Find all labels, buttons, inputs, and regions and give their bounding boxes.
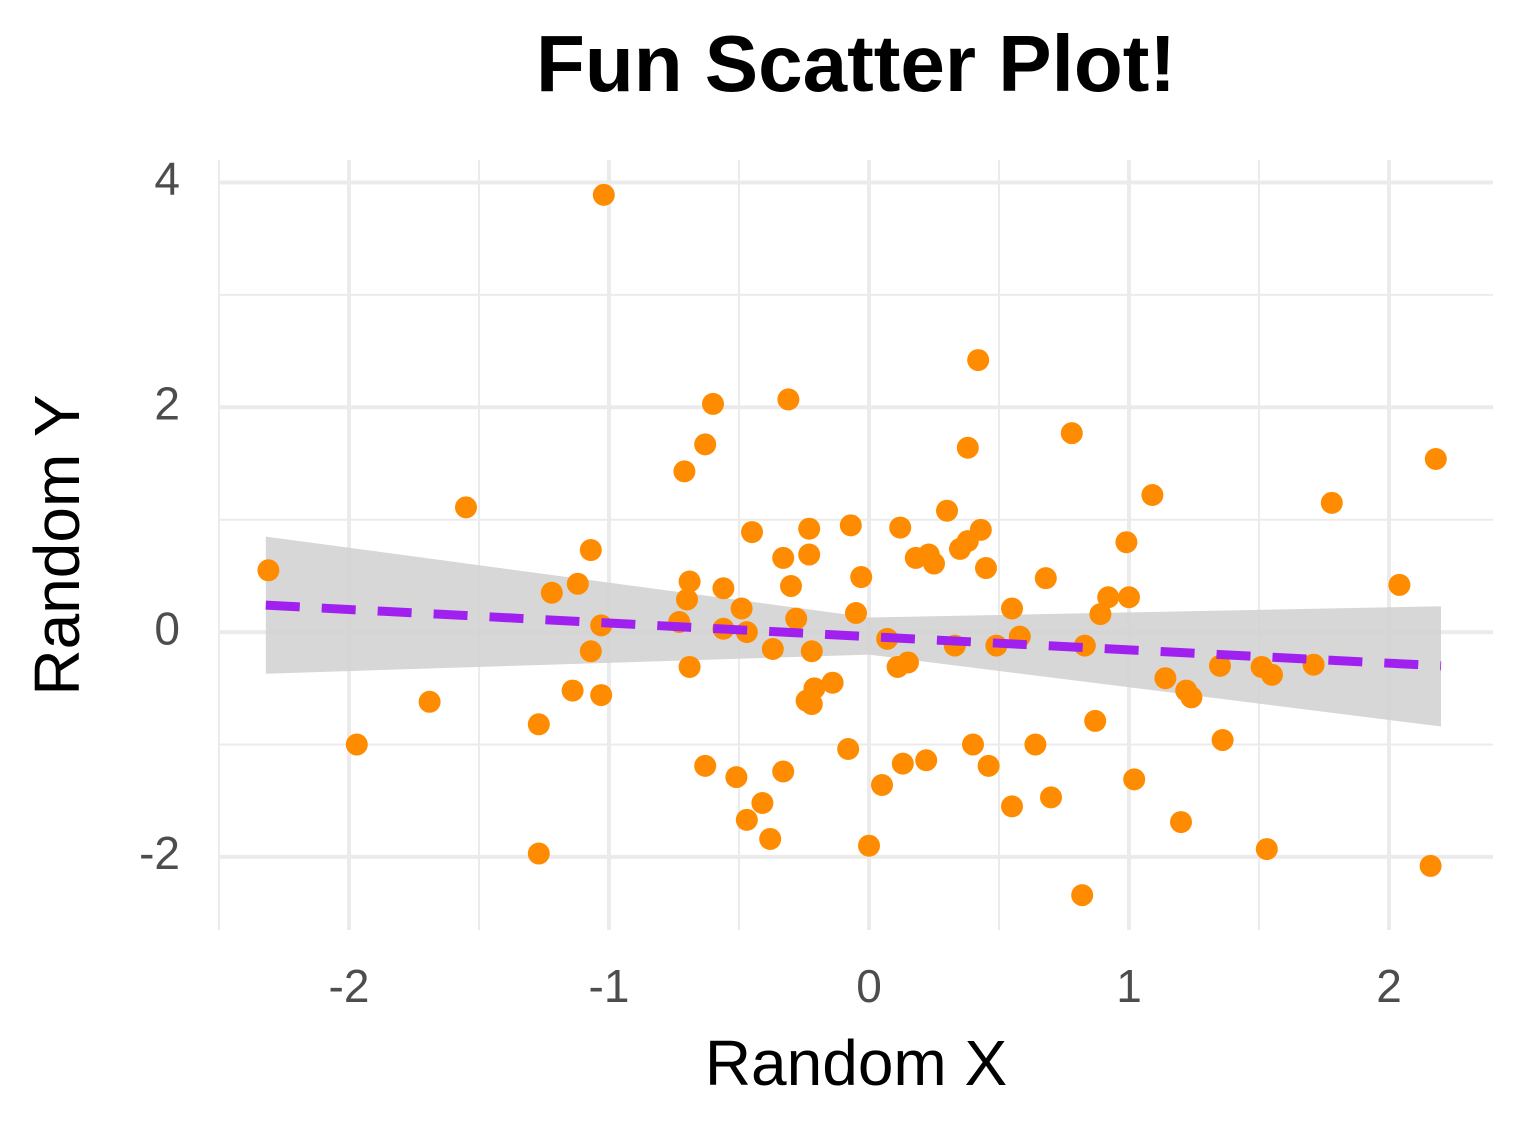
point — [858, 834, 880, 857]
y-axis-label: Random Y — [21, 394, 93, 695]
y-tick-label: -2 — [139, 827, 180, 879]
point — [1302, 653, 1325, 676]
point — [1097, 586, 1120, 609]
point — [1209, 654, 1231, 677]
y-tick-label: 4 — [154, 153, 180, 205]
point — [345, 733, 368, 756]
point — [977, 754, 1000, 777]
point — [1024, 733, 1047, 756]
point — [694, 754, 717, 777]
point — [735, 808, 758, 831]
point — [761, 637, 784, 660]
point — [967, 349, 990, 372]
point — [1001, 597, 1023, 620]
point — [741, 521, 763, 544]
point — [527, 713, 550, 736]
point — [1001, 795, 1023, 818]
point — [1118, 586, 1140, 609]
point — [956, 436, 979, 459]
regression-line — [265, 600, 1442, 671]
point — [800, 640, 823, 663]
chart-title: Fun Scatter Plot! — [536, 19, 1176, 108]
point — [897, 651, 919, 674]
point — [418, 690, 441, 713]
x-tick-label: 2 — [1376, 960, 1402, 1012]
x-tick-label: -2 — [329, 960, 370, 1012]
point — [592, 183, 615, 206]
point — [772, 760, 795, 783]
point — [1071, 884, 1094, 907]
point — [1255, 838, 1278, 861]
point — [891, 752, 914, 775]
point — [702, 392, 724, 415]
point — [1084, 709, 1107, 732]
point — [803, 677, 826, 700]
point — [777, 388, 800, 411]
point — [871, 773, 893, 796]
point — [1123, 768, 1146, 791]
point — [915, 749, 938, 772]
point — [962, 733, 984, 756]
point — [579, 640, 602, 663]
point — [1089, 603, 1112, 626]
point — [1180, 686, 1203, 709]
point — [579, 539, 602, 562]
point — [678, 570, 701, 593]
x-tick-label: 0 — [856, 960, 882, 1012]
point — [527, 842, 550, 865]
point — [1320, 491, 1343, 514]
point — [1211, 729, 1234, 752]
point — [772, 546, 795, 569]
point — [1170, 811, 1192, 834]
point — [759, 827, 782, 850]
point — [257, 559, 280, 582]
point — [785, 607, 808, 630]
x-tick-label: 1 — [1116, 960, 1142, 1012]
point — [751, 791, 774, 814]
point — [1141, 483, 1164, 506]
point — [561, 679, 584, 702]
point — [1034, 567, 1057, 590]
point — [1261, 663, 1283, 686]
x-axis-label: Random X — [705, 1027, 1007, 1099]
point — [837, 738, 860, 761]
point — [566, 572, 589, 595]
point — [969, 518, 992, 541]
point — [1115, 531, 1138, 554]
point — [798, 517, 821, 540]
point — [1060, 422, 1083, 445]
point — [1154, 667, 1177, 690]
point — [780, 575, 802, 598]
point — [678, 655, 701, 678]
point — [676, 588, 698, 611]
point — [798, 543, 821, 566]
point — [1388, 573, 1411, 596]
point — [850, 566, 873, 589]
point — [821, 671, 844, 694]
y-tick-label: 2 — [154, 377, 180, 429]
point — [725, 766, 748, 789]
point — [590, 684, 613, 707]
y-tick-label: 0 — [154, 602, 180, 654]
point — [1419, 854, 1442, 877]
point — [936, 499, 958, 522]
point — [889, 516, 912, 539]
point — [673, 460, 696, 483]
point — [923, 552, 945, 575]
point — [730, 597, 753, 620]
point — [540, 581, 563, 604]
point — [1040, 786, 1062, 809]
point — [839, 514, 862, 537]
point — [975, 557, 997, 580]
point — [455, 496, 477, 519]
point — [712, 577, 735, 600]
point — [694, 433, 717, 456]
point — [845, 602, 867, 625]
point — [1424, 448, 1447, 471]
x-tick-label: -1 — [589, 960, 630, 1012]
